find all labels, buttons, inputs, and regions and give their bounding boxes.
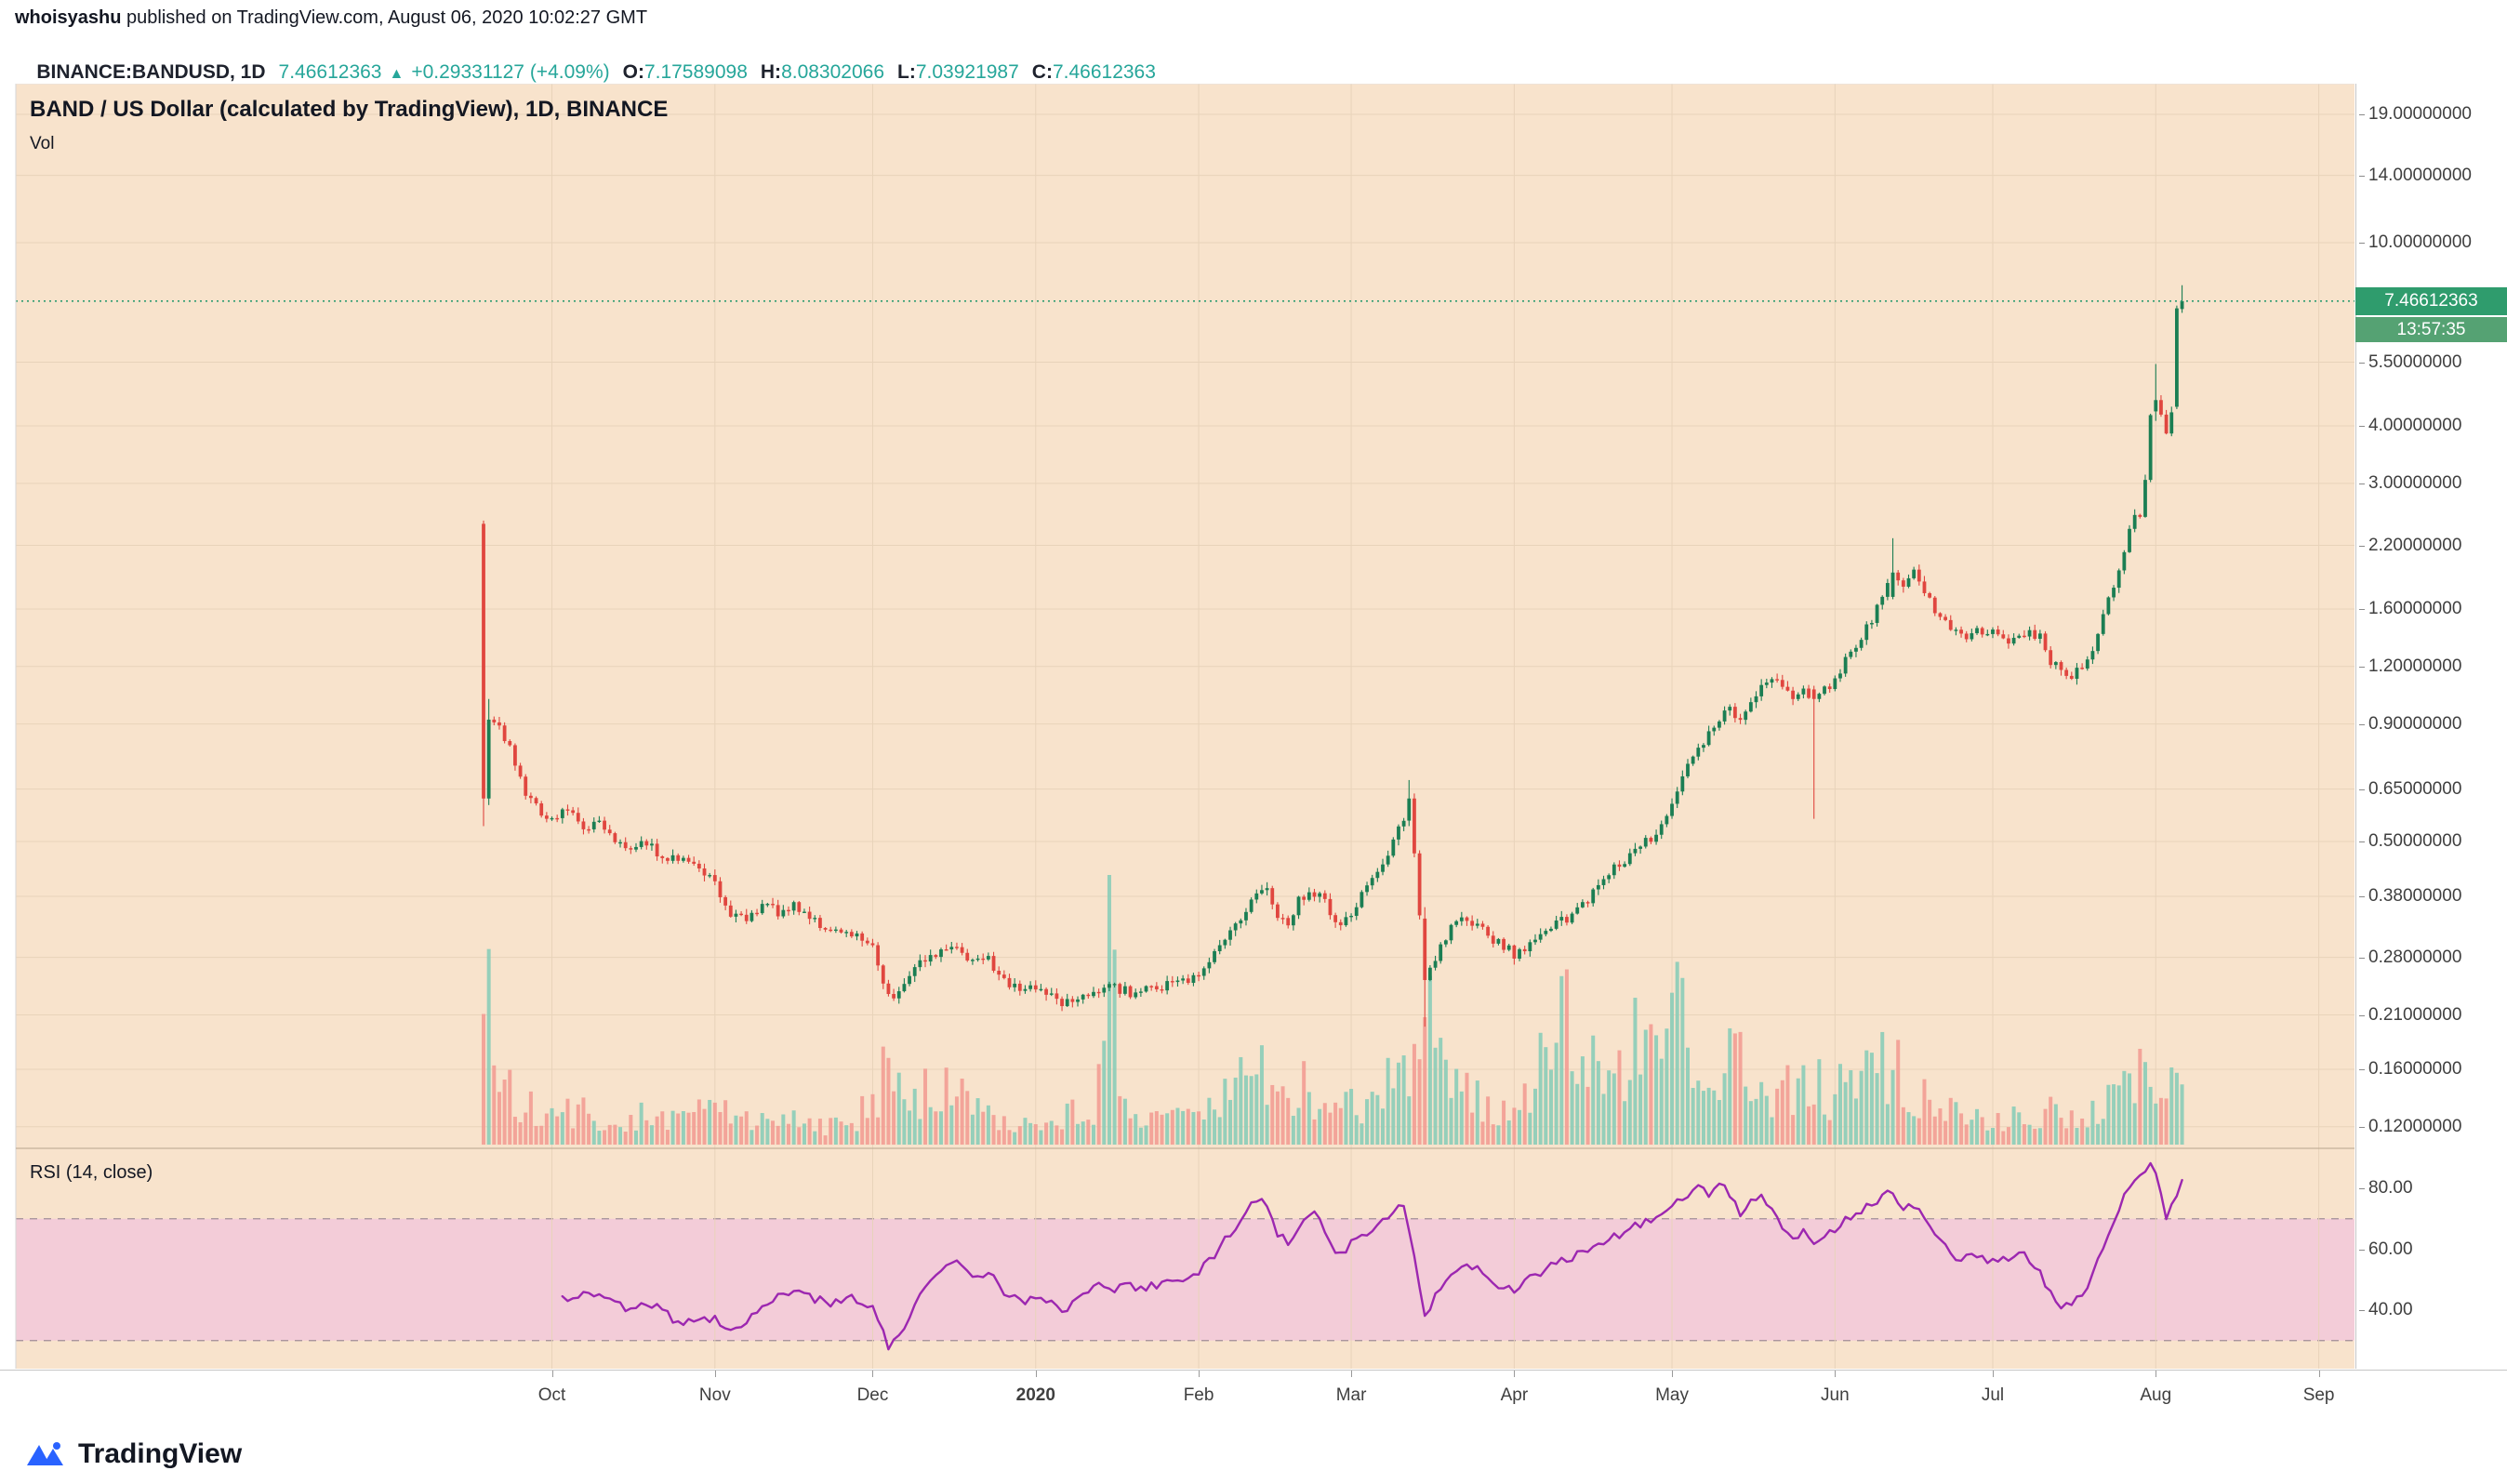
publish-meta: published on TradingView.com, August 06,… xyxy=(121,7,648,28)
price-axis-label: 0.21000000 xyxy=(2358,1004,2462,1025)
price-axis-label: 2.20000000 xyxy=(2358,535,2462,555)
symbol-name: BINANCE:BANDUSD, 1D xyxy=(36,61,266,83)
tradingview-logo-icon[interactable] xyxy=(26,1440,69,1468)
time-tick xyxy=(872,1371,874,1377)
price-axis-label: 0.65000000 xyxy=(2358,778,2462,799)
rsi-legend: RSI (14, close) xyxy=(30,1162,153,1183)
close-value: 7.46612363 xyxy=(1052,61,1156,83)
time-axis-label: Jun xyxy=(1821,1385,1850,1405)
open-label: O: xyxy=(622,61,644,83)
price-axis-label: 3.00000000 xyxy=(2358,472,2462,493)
time-tick xyxy=(2318,1371,2320,1377)
price-axis-label: 0.16000000 xyxy=(2358,1058,2462,1079)
high-label: H: xyxy=(760,61,782,83)
candle-countdown-badge: 13:57:35 xyxy=(2355,316,2507,342)
low-value: 7.03921987 xyxy=(915,61,1019,83)
chart-legend: BAND / US Dollar (calculated by TradingV… xyxy=(30,97,668,154)
time-tick xyxy=(1035,1371,1037,1377)
time-axis-label: Sep xyxy=(2302,1385,2335,1405)
time-tick xyxy=(1835,1371,1837,1377)
time-tick xyxy=(1351,1371,1353,1377)
price-axis[interactable]: 19.00000000 14.00000000 10.00000000 5.50000… xyxy=(2355,84,2507,1369)
low-label: L: xyxy=(897,61,916,83)
price-axis-label: 19.00000000 xyxy=(2359,104,2472,125)
publish-header: whoisyashu published on TradingView.com,… xyxy=(0,0,2507,84)
time-tick xyxy=(551,1371,553,1377)
time-axis-label: Nov xyxy=(698,1385,731,1405)
time-axis-label: Dec xyxy=(856,1385,889,1405)
price-axis-label: 14.00000000 xyxy=(2359,165,2472,185)
close-label: C: xyxy=(1031,61,1053,83)
publish-line: whoisyashu published on TradingView.com,… xyxy=(15,7,647,29)
time-axis-label: 2020 xyxy=(1015,1385,1055,1405)
time-tick xyxy=(2155,1371,2157,1377)
time-axis-label: Apr xyxy=(1500,1385,1529,1405)
rsi-line-layer xyxy=(561,1161,2183,1351)
price-axis-label: 4.00000000 xyxy=(2358,415,2462,435)
rsi-axis-label: 80.00 xyxy=(2359,1178,2413,1198)
symbol-info-bar: BINANCE:BANDUSD, 1D 7.46612363 ▲ +0.2933112… xyxy=(15,39,1156,106)
pane-background xyxy=(16,84,2354,1369)
brand-name[interactable]: TradingView xyxy=(78,1438,243,1469)
high-value: 8.08302066 xyxy=(781,61,885,83)
time-tick xyxy=(1514,1371,1516,1377)
time-tick xyxy=(1992,1371,1994,1377)
time-axis-label: Jul xyxy=(1981,1385,2005,1405)
time-tick xyxy=(1199,1371,1200,1377)
author-name: whoisyashu xyxy=(15,7,122,28)
volume-legend: Vol xyxy=(30,134,55,153)
current-price-badge: 7.46612363 xyxy=(2355,286,2507,315)
price-axis-label: 0.50000000 xyxy=(2358,831,2462,851)
time-axis-label: Mar xyxy=(1335,1385,1367,1405)
price-axis-label: 1.60000000 xyxy=(2358,598,2462,618)
candles-layer xyxy=(482,285,2184,1027)
price-axis-label: 1.20000000 xyxy=(2358,656,2462,676)
time-axis-label: Aug xyxy=(2140,1385,2172,1405)
time-axis[interactable]: Oct Nov Dec 2020 Feb Mar Apr May Jun Jul Aug Sep xyxy=(0,1370,2507,1425)
open-value: 7.17589098 xyxy=(643,61,748,83)
price-axis-label: 0.28000000 xyxy=(2358,947,2462,967)
time-tick xyxy=(714,1371,716,1377)
rsi-axis-label: 60.00 xyxy=(2359,1239,2413,1259)
price-axis-label: 0.38000000 xyxy=(2358,886,2462,906)
grid-layer xyxy=(16,84,2354,1369)
chart-legend-title: BAND / US Dollar (calculated by TradingV… xyxy=(30,97,669,122)
price-change: +0.29331127 (+4.09%) xyxy=(411,61,610,83)
price-axis-label: 5.50000000 xyxy=(2358,351,2462,372)
price-axis-label: 10.00000000 xyxy=(2359,232,2472,252)
price-axis-label: 0.12000000 xyxy=(2358,1116,2462,1136)
time-axis-label: Feb xyxy=(1183,1385,1214,1405)
time-tick xyxy=(1672,1371,1674,1377)
time-axis-label: Oct xyxy=(537,1385,566,1405)
rsi-axis-label: 40.00 xyxy=(2359,1300,2413,1319)
price-axis-label: 0.90000000 xyxy=(2358,713,2462,734)
volume-layer xyxy=(482,875,2184,1145)
time-axis-label: May xyxy=(1655,1385,1689,1405)
last-price: 7.46612363 xyxy=(278,61,382,83)
up-arrow-icon: ▲ xyxy=(389,66,405,82)
footer-brand-bar: TradingView xyxy=(0,1424,2507,1484)
